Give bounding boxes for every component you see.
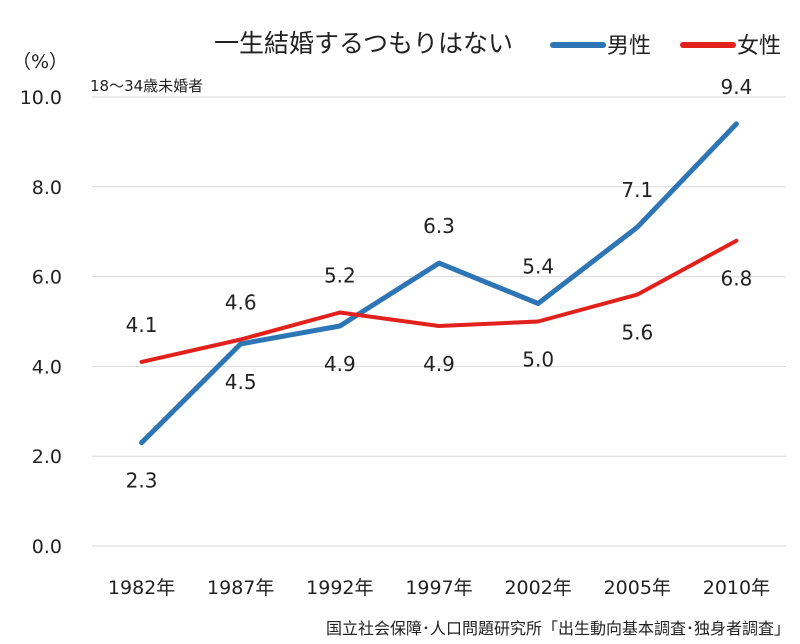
data-label: 6.8 (721, 267, 753, 291)
y-tick-label: 0.0 (32, 536, 62, 558)
x-tick-label: 1987年 (207, 577, 274, 599)
data-label: 4.5 (225, 370, 257, 394)
y-tick-label: 10.0 (20, 87, 62, 109)
data-label: 2.3 (126, 469, 158, 493)
data-label: 5.0 (522, 348, 554, 372)
data-label: 9.4 (721, 75, 753, 99)
x-tick-label: 1997年 (405, 577, 472, 599)
y-unit-label: （%） (12, 51, 68, 73)
data-label: 5.4 (522, 255, 554, 279)
grid-lines (92, 96, 786, 547)
legend: 男性 女性 (550, 34, 781, 59)
series-line-1 (139, 238, 739, 364)
data-label: 4.9 (324, 352, 356, 376)
data-label: 5.2 (324, 264, 356, 288)
y-tick-labels: 0.0 2.0 4.0 6.0 8.0 10.0 (20, 87, 62, 558)
x-tick-labels: 1982年 1987年 1992年 1997年 2002年 2005年 2010年 (108, 577, 770, 599)
series-lines (139, 121, 739, 446)
x-tick-label: 2010年 (703, 577, 770, 599)
source-note: 国立社会保障･人口問題研究所「出生動向基本調査･独身者調査」 (326, 619, 790, 638)
legend-label: 男性 (607, 34, 651, 59)
y-tick-label: 6.0 (32, 267, 62, 289)
y-tick-label: 8.0 (32, 177, 62, 199)
data-label: 4.9 (423, 352, 455, 376)
x-tick-label: 2002年 (504, 577, 571, 599)
y-tick-label: 4.0 (32, 356, 62, 378)
x-tick-label: 1992年 (306, 577, 373, 599)
x-tick-label: 1982年 (108, 577, 175, 599)
chart-subtitle: 18～34歳未婚者 (90, 77, 203, 95)
x-tick-label: 2005年 (604, 577, 671, 599)
data-label: 7.1 (621, 178, 653, 202)
y-tick-label: 2.0 (32, 446, 62, 468)
series-line-0 (139, 121, 739, 446)
chart-title: 一生結婚するつもりはない (214, 29, 513, 58)
data-labels: 2.3 4.5 4.9 6.3 5.4 7.1 9.4 4.1 4.6 5.2 4.9 5.0 5.6 6… (126, 75, 753, 493)
legend-label: 女性 (737, 34, 781, 59)
data-label: 4.6 (225, 290, 257, 314)
data-label: 5.6 (621, 321, 653, 345)
data-label: 4.1 (126, 313, 158, 337)
data-label: 6.3 (423, 214, 455, 238)
